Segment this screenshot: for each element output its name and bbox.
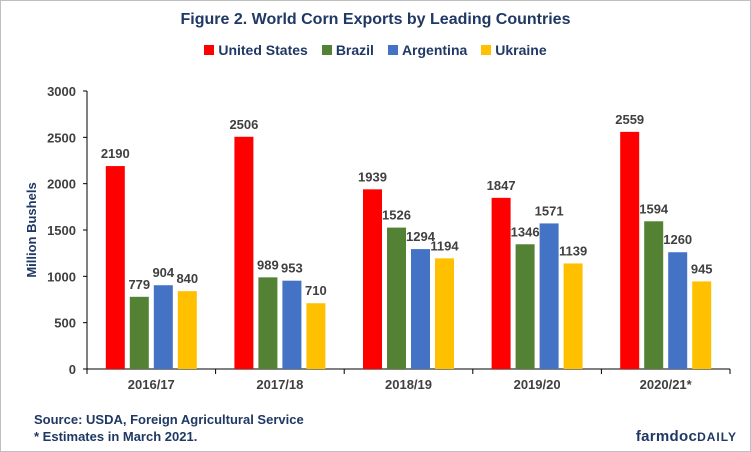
estimate-note: * Estimates in March 2021.: [34, 429, 198, 444]
y-tick-label: 1000: [47, 269, 76, 284]
legend-item-3: Ukraine: [481, 42, 547, 58]
data-label: 1260: [663, 232, 692, 247]
data-label: 945: [691, 261, 713, 276]
bar-brazil: [644, 221, 664, 369]
bar-brazil: [129, 296, 149, 369]
data-label: 2559: [615, 112, 644, 127]
bar-brazil: [515, 244, 535, 369]
legend-label: Argentina: [401, 42, 468, 58]
bar-united-states: [491, 197, 511, 369]
data-label: 1139: [559, 243, 587, 258]
x-tick-label: 2020/21*: [640, 377, 693, 392]
y-tick-label: 1500: [47, 223, 76, 238]
y-tick-label: 2500: [47, 130, 76, 145]
bar-argentina: [411, 249, 430, 369]
legend-swatch: [387, 45, 398, 55]
bar-ukraine: [306, 303, 326, 369]
legend-label: Brazil: [335, 42, 374, 58]
x-tick-label: 2018/19: [385, 377, 432, 392]
bar-united-states: [234, 136, 254, 369]
y-tick-label: 3000: [47, 84, 76, 99]
bar-chart: 0 500 1000 1500 2000 2500 3000 Million Bushels 2…: [24, 84, 731, 392]
legend-item-1: Brazil: [321, 42, 374, 58]
legend-label: Ukraine: [495, 42, 547, 58]
legend-label: United States: [218, 42, 308, 58]
bar-ukraine: [563, 263, 583, 369]
y-axis-title: Million Bushels: [24, 182, 39, 277]
chart-title: Figure 2. World Corn Exports by Leading …: [180, 11, 571, 28]
brand-logo: farmdocDAILY: [636, 428, 737, 445]
data-label: 1294: [406, 229, 436, 244]
bar-united-states: [105, 166, 125, 369]
bar-ukraine: [177, 291, 197, 369]
legend-swatch: [481, 45, 492, 55]
brand-part1: farmdoc: [635, 428, 698, 445]
data-label: 1939: [358, 169, 387, 184]
x-tick-label: 2016/17: [128, 377, 175, 392]
bar-brazil: [387, 227, 406, 369]
data-label: 904: [152, 265, 174, 280]
data-label: 953: [281, 261, 303, 276]
data-label: 2506: [229, 117, 258, 132]
data-label: 989: [257, 257, 279, 272]
legend-swatch: [321, 45, 332, 55]
legend-item-0: United States: [204, 42, 308, 58]
chart-footer: Source: USDA, Foreign Agricultural Servi…: [34, 411, 304, 445]
data-label: 1526: [382, 208, 411, 223]
bar-ukraine: [435, 258, 454, 369]
bar-argentina: [153, 285, 173, 369]
legend-swatch: [204, 45, 215, 55]
bar-argentina: [539, 223, 559, 369]
brand-part2: DAILY: [697, 430, 737, 444]
data-label: 779: [128, 277, 150, 292]
data-label: 1571: [535, 203, 564, 218]
bar-argentina: [282, 280, 302, 369]
data-label: 1346: [511, 224, 540, 239]
y-tick-label: 2000: [47, 177, 76, 192]
bar-united-states: [620, 131, 640, 369]
x-tick-label: 2017/18: [256, 377, 303, 392]
bar-united-states: [363, 189, 382, 369]
data-label: 1194: [430, 238, 459, 253]
data-label: 1594: [639, 201, 669, 216]
source-note: Source: USDA, Foreign Agricultural Servi…: [34, 412, 304, 427]
bar-ukraine: [692, 281, 712, 369]
legend: United States Brazil Argentina Ukraine: [0, 42, 751, 58]
bar-brazil: [258, 277, 278, 369]
x-tick-label: 2019/20: [514, 377, 561, 392]
data-label: 710: [305, 283, 327, 298]
data-label: 2190: [101, 146, 130, 161]
data-label: 840: [176, 271, 198, 286]
bar-argentina: [668, 252, 688, 369]
data-label: 1847: [487, 178, 516, 193]
legend-item-2: Argentina: [387, 42, 468, 58]
y-tick-label: 0: [69, 362, 76, 377]
y-tick-label: 500: [54, 316, 76, 331]
